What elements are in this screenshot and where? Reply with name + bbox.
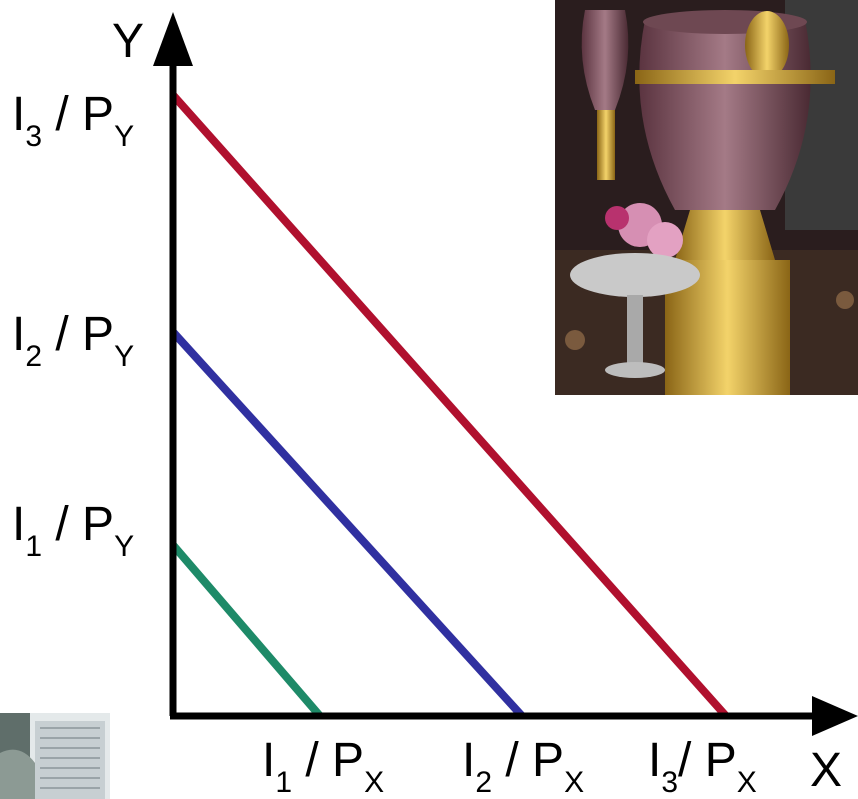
- budget-line-3: [170, 92, 729, 719]
- y-intercept-label-3: I3 / PY: [12, 88, 134, 153]
- y-axis-arrowhead: [153, 12, 193, 66]
- y-intercept-label-1: I1 / PY: [12, 498, 134, 563]
- y-intercept-label-2: I2 / PY: [12, 308, 134, 373]
- budget-line-2: [170, 329, 525, 719]
- x-intercept-label-3: I3/ PX: [648, 734, 757, 799]
- x-intercept-label-1: I1 / PX: [262, 734, 384, 799]
- vase-photo: [555, 0, 858, 395]
- y-axis-label: Y: [112, 15, 144, 68]
- x-intercept-label-2: I2 / PX: [462, 734, 584, 799]
- vase-photo-art: [555, 0, 858, 395]
- x-axis-arrowhead: [812, 696, 858, 736]
- window-photo: [0, 713, 110, 799]
- budget-line-1: [169, 542, 324, 719]
- window-photo-art: [0, 713, 110, 799]
- x-axis-label: X: [810, 744, 842, 797]
